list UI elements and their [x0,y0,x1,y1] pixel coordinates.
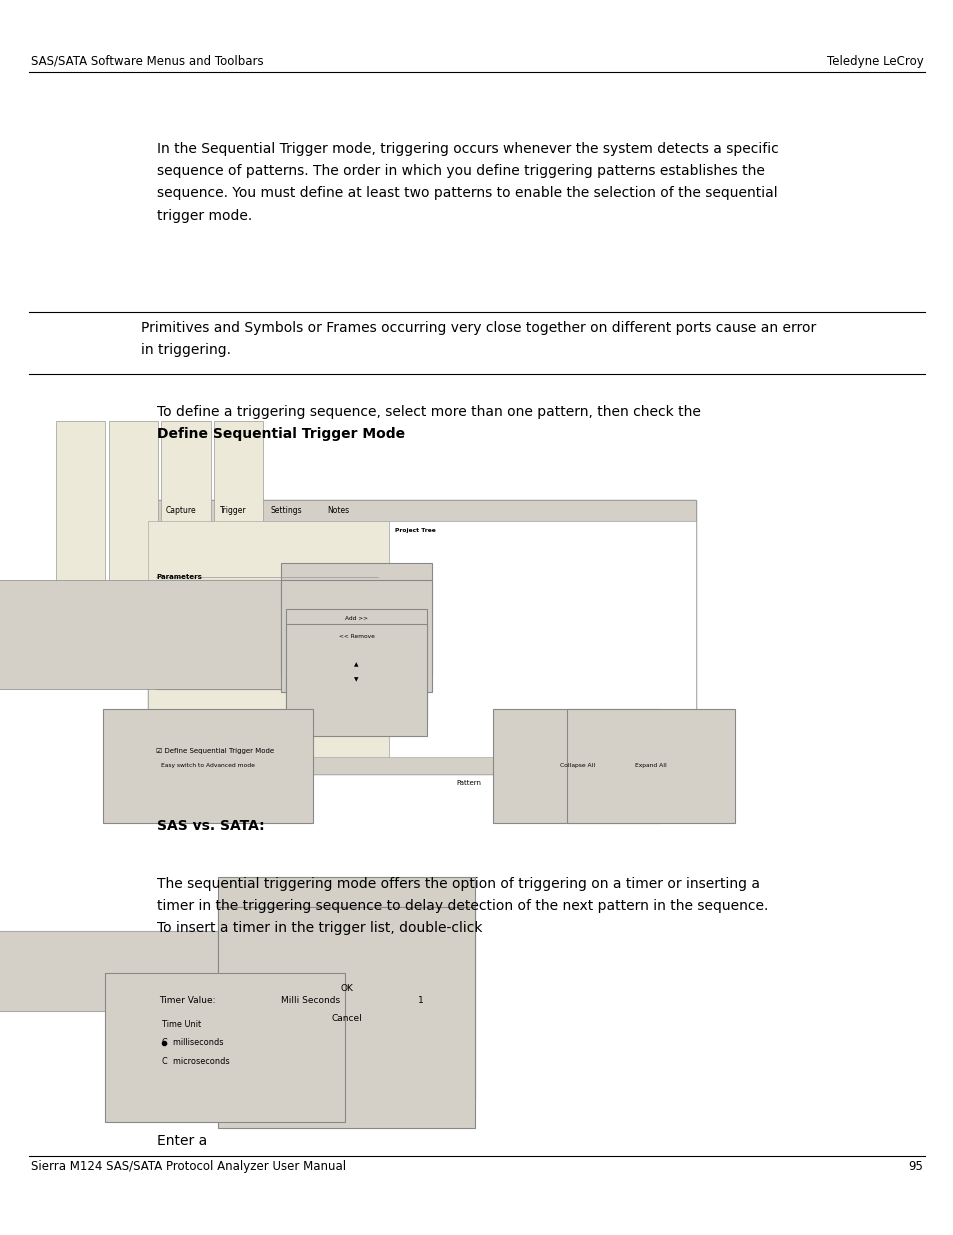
Text: Define Sequential Trigger Mode: Define Sequential Trigger Mode [157,427,405,441]
FancyBboxPatch shape [213,421,263,600]
Text: In the Sequential Trigger mode, triggering occurs whenever the system detects a : In the Sequential Trigger mode, triggeri… [157,142,779,156]
Bar [148,521,389,774]
FancyBboxPatch shape [286,624,427,736]
Text: Collapse All: Collapse All [559,763,594,768]
FancyBboxPatch shape [0,931,232,1010]
Text: 1: 1 [417,997,423,1005]
Text: Settings: Settings [270,506,301,515]
FancyBboxPatch shape [218,908,474,1129]
Text: OK: OK [340,984,353,993]
Text: Trigger: Trigger [220,506,247,515]
Text: Capture: Capture [165,506,196,515]
FancyBboxPatch shape [109,421,158,600]
Text: Project Tree: Project Tree [395,527,435,532]
Bar [148,500,696,521]
Text: To insert a timer in the trigger list, double-click: To insert a timer in the trigger list, d… [157,921,487,935]
Text: timer in the triggering sequence to delay detection of the next pattern in the s: timer in the triggering sequence to dela… [157,899,768,913]
Text: Timer: Timer [547,967,575,976]
Text: in triggering.: in triggering. [141,343,231,357]
Text: trigger mode.: trigger mode. [157,209,253,222]
Text: Easy switch to Advanced mode: Easy switch to Advanced mode [161,763,254,768]
FancyBboxPatch shape [161,421,211,600]
Text: Sierra M124 SAS/SATA Protocol Analyzer User Manual: Sierra M124 SAS/SATA Protocol Analyzer U… [30,1160,345,1173]
Text: Teledyne LeCroy: Teledyne LeCroy [826,54,923,68]
Text: Milli Seconds: Milli Seconds [281,997,340,1005]
Text: ☑ Define Sequential Trigger Mode: ☑ Define Sequential Trigger Mode [156,748,274,755]
FancyBboxPatch shape [566,709,735,823]
Text: ▼: ▼ [354,678,358,683]
Bar [389,521,696,774]
FancyBboxPatch shape [103,709,313,823]
Bar [156,579,330,593]
Bar [148,757,696,774]
FancyBboxPatch shape [105,973,345,1121]
FancyBboxPatch shape [281,563,432,674]
Text: C  microseconds: C microseconds [162,1056,230,1066]
FancyBboxPatch shape [286,609,427,721]
Text: sequence of patterns. The order in which you define triggering patterns establis: sequence of patterns. The order in which… [157,164,764,178]
Text: Time Unit: Time Unit [162,1020,201,1029]
Text: 95: 95 [907,1160,923,1173]
Text: Primitives and Symbols or Frames occurring very close together on different port: Primitives and Symbols or Frames occurri… [141,321,816,335]
Text: << Remove: << Remove [338,634,375,638]
FancyBboxPatch shape [493,709,660,823]
FancyBboxPatch shape [281,580,432,692]
Text: Parameters: Parameters [156,574,202,580]
Bar [148,961,381,981]
Text: Notes: Notes [328,506,350,515]
Text: SAS/SATA Software Menus and Toolbars: SAS/SATA Software Menus and Toolbars [30,54,263,68]
Text: C  milliseconds: C milliseconds [162,1039,223,1047]
FancyBboxPatch shape [218,877,474,1098]
FancyBboxPatch shape [56,421,106,600]
Text: Enter a: Enter a [157,1134,212,1147]
Text: ▲: ▲ [354,662,358,667]
Text: SAS vs. SATA:: SAS vs. SATA: [157,819,265,832]
Text: Timer Value:: Timer Value: [159,997,215,1005]
Bar [217,981,274,998]
Bar [156,579,330,689]
Text: The sequential triggering mode offers the option of triggering on a timer or ins: The sequential triggering mode offers th… [157,877,760,890]
Text: Add >>: Add >> [345,616,368,621]
Text: sequence. You must define at least two patterns to enable the selection of the s: sequence. You must define at least two p… [157,186,778,200]
Text: Expand All: Expand All [635,763,666,768]
Bar [0,579,330,689]
Bar [148,961,381,1112]
Text: To define a triggering sequence, select more than one pattern, then check the: To define a triggering sequence, select … [157,405,700,419]
Text: Pattern: Pattern [456,779,480,785]
Text: Cancel: Cancel [331,1014,361,1024]
Bar [148,500,696,774]
